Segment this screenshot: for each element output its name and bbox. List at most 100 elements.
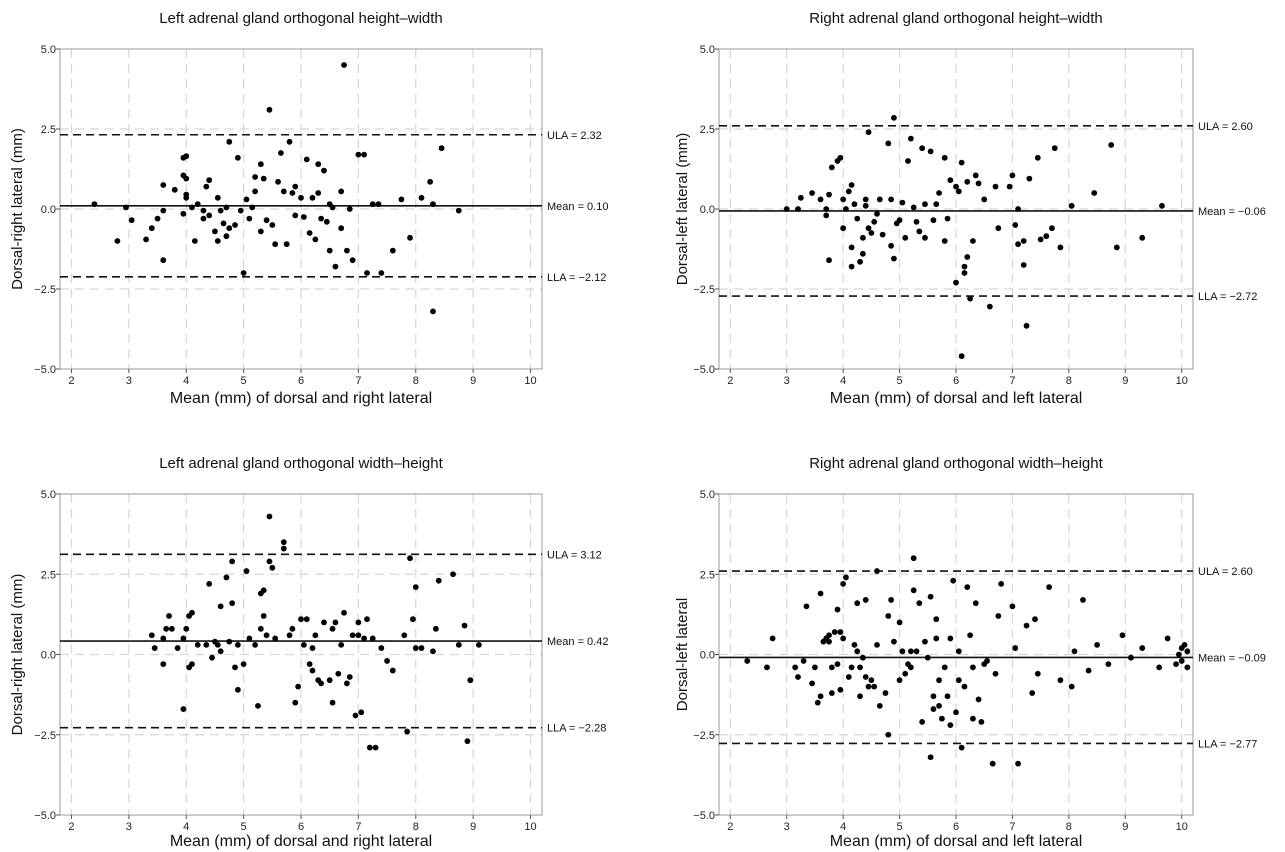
data-point	[163, 625, 170, 632]
data-point	[418, 194, 425, 201]
data-point	[160, 661, 167, 668]
x-tick-label: 10	[1176, 821, 1188, 833]
data-point	[427, 178, 434, 185]
data-point	[329, 699, 336, 706]
y-tick-label: 0.0	[700, 650, 715, 662]
data-point	[862, 196, 869, 203]
data-point	[269, 222, 276, 228]
data-point	[243, 568, 250, 574]
data-point	[114, 238, 121, 244]
data-point	[338, 641, 345, 648]
mean-line-label: Mean = −0.09	[1198, 652, 1266, 664]
data-point	[862, 674, 869, 680]
x-tick-label: 9	[470, 375, 476, 387]
data-point	[404, 728, 411, 735]
data-point	[961, 683, 968, 690]
data-point	[203, 183, 210, 190]
data-point	[366, 744, 373, 751]
data-point	[189, 661, 195, 668]
x-tick-label: 6	[298, 375, 304, 387]
data-point	[194, 641, 201, 648]
data-point	[217, 603, 224, 610]
data-point	[859, 654, 866, 661]
data-point	[332, 263, 339, 270]
y-tick-label: 2.5	[41, 569, 56, 581]
x-tick-label: 10	[524, 375, 536, 387]
x-tick-label: 2	[68, 821, 74, 833]
x-tick-label: 3	[126, 821, 132, 833]
data-point	[255, 702, 261, 709]
lla-line-label: LLA = −2.72	[1198, 291, 1257, 303]
data-point	[240, 661, 247, 668]
data-point	[848, 244, 855, 251]
data-point	[953, 279, 959, 286]
data-point	[828, 664, 835, 671]
data-point	[933, 635, 940, 642]
data-point	[266, 513, 273, 520]
data-point	[1020, 262, 1027, 268]
data-point	[995, 225, 1002, 232]
data-point	[401, 632, 408, 639]
data-point	[834, 661, 841, 668]
data-point	[203, 641, 210, 648]
data-point	[843, 574, 849, 581]
data-point	[1105, 661, 1112, 668]
data-point	[1068, 202, 1075, 209]
x-tick-label: 8	[1066, 821, 1072, 833]
data-point	[840, 580, 847, 587]
data-point	[851, 641, 858, 648]
data-point	[266, 106, 273, 113]
data-point	[1049, 225, 1055, 232]
data-point	[272, 241, 279, 248]
data-point	[237, 207, 244, 214]
x-axis-label: Mean (mm) of dorsal and right lateral	[170, 390, 432, 407]
data-point	[183, 153, 190, 160]
data-point	[292, 212, 299, 219]
data-point	[378, 645, 385, 651]
data-point	[927, 148, 934, 155]
data-point	[922, 234, 928, 241]
data-point	[189, 204, 195, 211]
data-point	[220, 220, 227, 227]
data-point	[1094, 641, 1100, 648]
data-point	[930, 693, 937, 700]
data-point	[958, 159, 965, 166]
data-point	[967, 632, 974, 639]
data-point	[318, 680, 324, 687]
x-tick-label: 3	[784, 375, 790, 387]
data-point	[260, 587, 267, 594]
data-point	[828, 690, 835, 696]
x-tick-label: 2	[727, 821, 733, 833]
x-tick-label: 8	[413, 375, 419, 387]
x-tick-label: 6	[953, 821, 959, 833]
data-point	[226, 225, 233, 232]
chart-title: Right adrenal gland orthogonal width–hei…	[809, 455, 1103, 472]
data-point	[364, 616, 370, 623]
x-tick-label: 10	[1176, 375, 1188, 387]
data-point	[455, 641, 462, 648]
data-point	[289, 625, 296, 632]
data-point	[280, 545, 287, 552]
mean-line-label: Mean = −0.06	[1198, 206, 1266, 218]
data-point	[312, 236, 319, 243]
data-point	[955, 677, 962, 684]
data-point	[191, 238, 198, 244]
data-point	[280, 539, 287, 546]
data-point	[1032, 616, 1038, 623]
x-tick-label: 2	[68, 375, 74, 387]
data-point	[341, 609, 347, 616]
data-point	[263, 217, 270, 224]
data-point	[795, 674, 801, 680]
x-tick-label: 6	[953, 375, 959, 387]
data-point	[1012, 222, 1019, 228]
data-point	[280, 188, 287, 195]
y-axis-label: Dorsal-left lateral	[674, 598, 691, 711]
data-point	[154, 215, 161, 222]
data-point	[183, 175, 190, 182]
data-point	[958, 744, 965, 751]
data-point	[298, 194, 304, 201]
y-tick-label: 0.0	[41, 650, 56, 662]
data-point	[229, 558, 236, 565]
data-point	[936, 677, 942, 684]
x-tick-label: 5	[897, 821, 903, 833]
